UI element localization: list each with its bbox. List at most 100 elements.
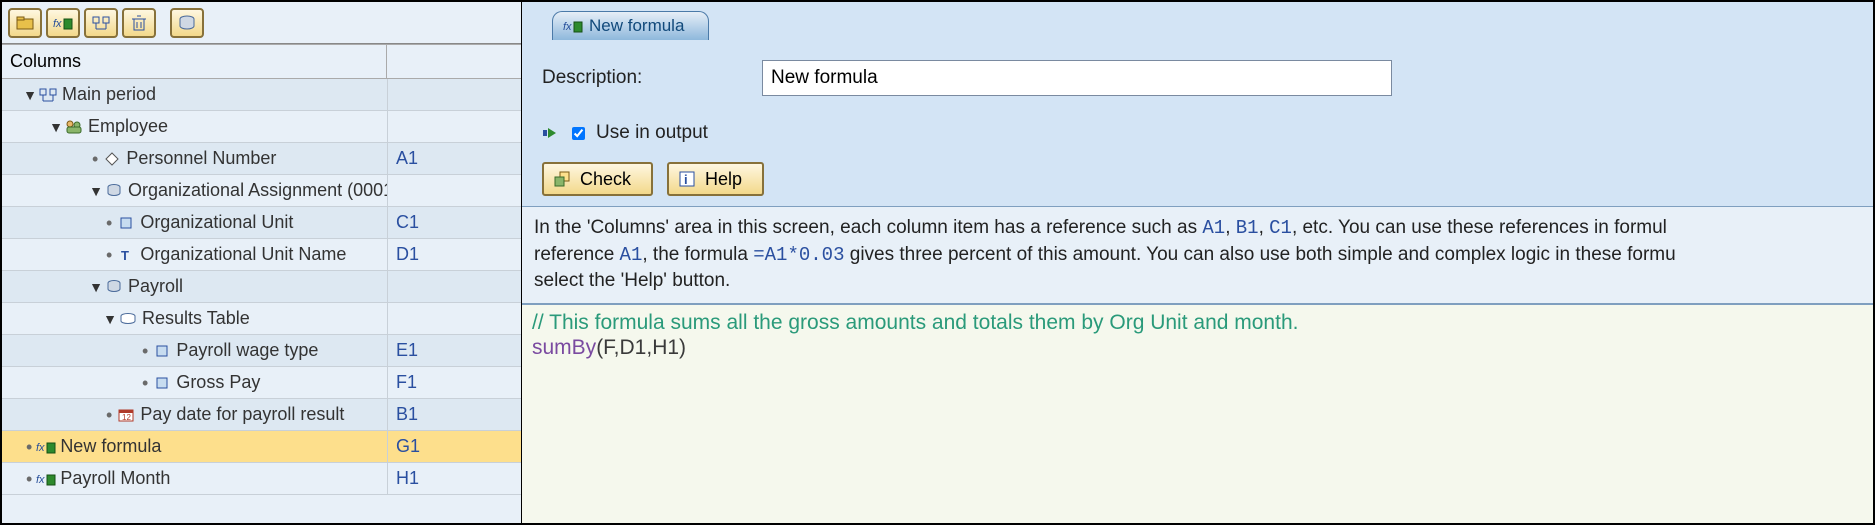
caret-down-icon[interactable]: ▼ [88,279,104,295]
svg-text:T: T [121,248,129,262]
bullet-icon: • [142,342,148,360]
tree-ref: A1 [387,143,521,174]
tree-ref [387,271,521,302]
svg-text:fx: fx [563,21,572,33]
tree-gross-pay[interactable]: • Gross Pay F1 [2,367,521,399]
form-area: Description: Use in output [522,40,1873,154]
tree-label: Results Table [142,308,387,329]
tree-payroll-month[interactable]: • fx Payroll Month H1 [2,463,521,495]
table-icon [118,309,138,329]
bullet-icon: • [92,150,98,168]
bullet-icon: • [26,470,32,488]
formula-editor[interactable]: // This formula sums all the gross amoun… [522,304,1873,523]
text-icon: T [116,245,136,265]
tree-ref [387,79,521,110]
diamond-icon [102,149,122,169]
check-button[interactable]: Check [542,162,653,196]
tree-ref: H1 [387,463,521,494]
svg-text:12: 12 [122,413,131,422]
tree-ref [387,303,521,334]
tab-new-formula[interactable]: fx New formula [552,11,709,40]
tree-ref: E1 [387,335,521,366]
tree-pay-date[interactable]: • 12 Pay date for payroll result B1 [2,399,521,431]
svg-text:i: i [684,172,688,187]
tree-label: Gross Pay [176,372,387,393]
tab-label: New formula [589,16,684,36]
tab-bar: fx New formula [522,2,1873,40]
bullet-icon: • [106,214,112,232]
check-button-label: Check [580,169,631,190]
caret-down-icon[interactable]: ▼ [88,183,104,199]
tree-ref: F1 [387,367,521,398]
editor-fn: sumBy [532,336,596,359]
period-icon[interactable] [84,8,118,38]
editor-comment: // This formula sums all the gross amoun… [532,311,1298,334]
svg-text:fx: fx [36,442,45,454]
tree-label: New formula [60,436,387,457]
tree-ref: D1 [387,239,521,270]
bullet-icon: • [106,406,112,424]
info-text: In the 'Columns' area in this screen, ea… [522,206,1873,304]
tree-label: Main period [62,84,387,105]
tree-results-table[interactable]: ▼ Results Table [2,303,521,335]
square-icon [152,341,172,361]
help-button[interactable]: i Help [667,162,764,196]
db-icon [104,181,124,201]
bullet-icon: • [26,438,32,456]
tree-personnel-number[interactable]: • Personnel Number A1 [2,143,521,175]
tree-label: Payroll Month [60,468,387,489]
folder-icon[interactable] [8,8,42,38]
caret-down-icon[interactable]: ▼ [22,87,38,103]
bullet-icon: • [142,374,148,392]
help-button-label: Help [705,169,742,190]
tree-ref: C1 [387,207,521,238]
tree-label: Organizational Unit Name [140,244,387,265]
period-icon [38,85,58,105]
columns-header: Columns [2,44,521,79]
left-panel: fx Columns ▼ Main period ▼ Employee [2,2,522,523]
use-in-output-checkbox[interactable] [572,127,585,140]
calendar-icon: 12 [116,405,136,425]
db-icon [104,277,124,297]
square-icon [116,213,136,233]
bullet-icon: • [106,246,112,264]
square-icon [152,373,172,393]
description-label: Description: [542,67,742,89]
tree-ref [387,175,521,206]
tree-label: Employee [88,116,387,137]
output-arrow-icon [542,126,560,140]
tree-employee[interactable]: ▼ Employee [2,111,521,143]
tree-ref: G1 [387,431,521,462]
fx-icon[interactable]: fx [46,8,80,38]
caret-down-icon[interactable]: ▼ [102,311,118,327]
tree-label: Organizational Unit [140,212,387,233]
tree-ref: B1 [387,399,521,430]
tree-label: Personnel Number [126,148,387,169]
use-in-output-label: Use in output [596,122,708,144]
tree-org-unit-name[interactable]: • T Organizational Unit Name D1 [2,239,521,271]
tree-org-unit[interactable]: • Organizational Unit C1 [2,207,521,239]
db-icon[interactable] [170,8,204,38]
button-row: Check i Help [522,154,1873,206]
tree-payroll-wage-type[interactable]: • Payroll wage type E1 [2,335,521,367]
tree-ref [387,111,521,142]
tree-payroll[interactable]: ▼ Payroll [2,271,521,303]
toolbar: fx [2,2,521,44]
right-panel: fx New formula Description: Use in outpu… [522,2,1873,523]
tree-new-formula[interactable]: • fx New formula G1 [2,431,521,463]
columns-tree: ▼ Main period ▼ Employee • Personnel Num… [2,79,521,495]
info-icon: i [679,171,695,187]
check-icon [554,171,570,187]
svg-text:fx: fx [53,18,62,30]
caret-down-icon[interactable]: ▼ [48,119,64,135]
tree-label: Payroll [128,276,387,297]
tree-org-assignment[interactable]: ▼ Organizational Assignment (0001) [2,175,521,207]
fx-icon: fx [36,469,56,489]
trash-icon[interactable] [122,8,156,38]
tree-main-period[interactable]: ▼ Main period [2,79,521,111]
description-input[interactable] [762,60,1392,96]
tree-label: Pay date for payroll result [140,404,387,425]
editor-args: (F,D1,H1) [596,336,686,359]
tree-label: Organizational Assignment (0001) [128,180,387,201]
tree-label: Payroll wage type [176,340,387,361]
